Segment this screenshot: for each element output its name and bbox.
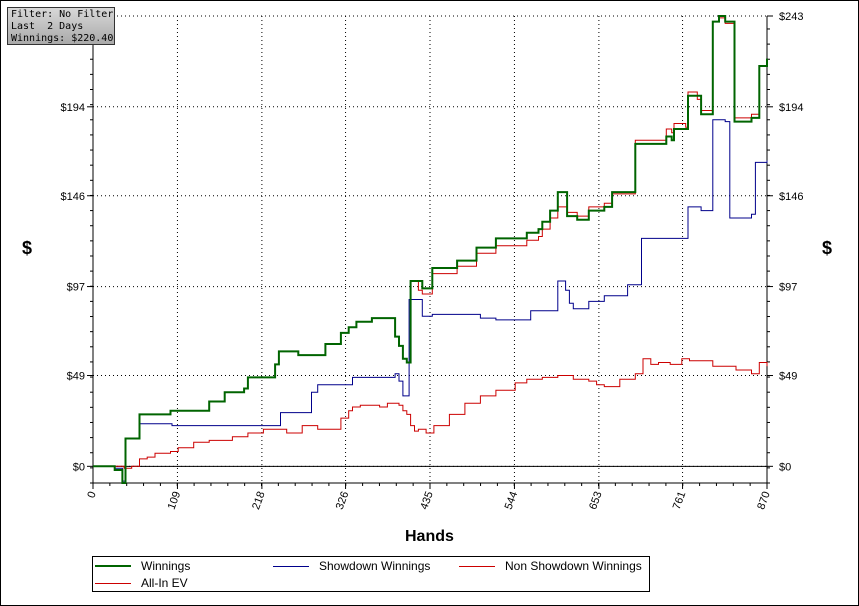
legend-swatch-allin-ev (95, 582, 131, 584)
y-tick-label-left: $97 (67, 282, 85, 294)
y-tick-label-right: $146 (779, 191, 803, 203)
x-tick-label: 109 (166, 490, 184, 511)
y-tick-label-right: $194 (779, 102, 803, 114)
legend-swatch-showdown (273, 565, 309, 567)
grid-layer (93, 15, 767, 483)
y-tick-label-right: $49 (779, 371, 797, 383)
x-tick-label: 218 (250, 490, 268, 511)
series-line-winnings (93, 15, 768, 484)
legend-item-showdown: Showdown Winnings (273, 558, 430, 574)
filter-info-box: Filter: No Filter Last 2 Days Winnings: … (7, 7, 115, 45)
y-tick-label-right: $97 (779, 282, 797, 294)
x-tick-label: 761 (671, 490, 689, 511)
y-tick-label-left: $0 (73, 461, 85, 473)
x-tick-label: 326 (334, 490, 352, 511)
legend-label-winnings: Winnings (141, 559, 191, 573)
winnings-summary-label: Winnings: $220.40 (11, 33, 114, 44)
filter-label: Filter: No Filter (11, 9, 114, 20)
y-tick-label-left: $146 (61, 191, 85, 203)
x-tick-label: 870 (755, 490, 773, 511)
y-axis-title-right: $ (822, 238, 833, 258)
legend-swatch-nonshowdown (459, 565, 495, 567)
x-tick-label: 435 (418, 490, 436, 511)
legend-swatch-winnings (95, 565, 131, 567)
legend-label-showdown: Showdown Winnings (319, 559, 431, 573)
y-tick-label-left: $49 (67, 371, 85, 383)
legend-label-nonshowdown: Non Showdown Winnings (505, 559, 642, 573)
legend-item-winnings: Winnings (95, 558, 190, 574)
series-line-non-showdown-winnings (93, 358, 768, 469)
x-tick-label: 544 (503, 490, 521, 511)
x-tick-label: 0 (85, 490, 98, 500)
legend-item-nonshowdown: Non Showdown Winnings (459, 558, 642, 574)
y-tick-label-left: $194 (61, 102, 85, 114)
series-line-showdown-winnings (93, 119, 768, 482)
y-tick-label-right: $243 (779, 11, 803, 23)
series-layer (93, 15, 768, 484)
legend-label-allin-ev: All-In EV (141, 576, 188, 590)
x-tick-label: 653 (587, 490, 605, 511)
legend-item-allin-ev: All-In EV (95, 575, 188, 591)
y-axis-title-left: $ (22, 238, 33, 258)
x-axis-title: Hands (405, 528, 454, 545)
legend: Winnings Showdown Winnings Non Showdown … (92, 556, 650, 592)
plot-area (93, 16, 767, 483)
y-tick-label-right: $0 (779, 461, 791, 473)
date-range-label: Last 2 Days (11, 21, 84, 32)
